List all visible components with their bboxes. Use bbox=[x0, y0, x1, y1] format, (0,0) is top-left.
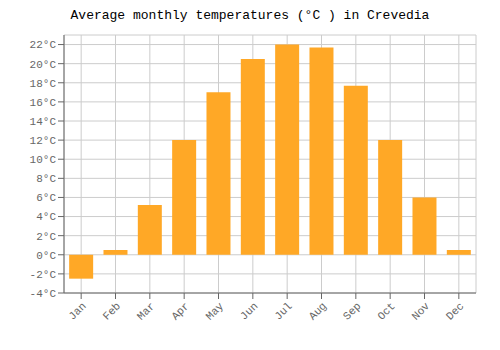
svg-text:Oct: Oct bbox=[375, 300, 397, 322]
svg-text:Jan: Jan bbox=[66, 300, 88, 322]
svg-text:18°C: 18°C bbox=[30, 78, 57, 90]
svg-text:Mar: Mar bbox=[135, 300, 157, 322]
svg-text:Apr: Apr bbox=[169, 300, 191, 322]
svg-text:Nov: Nov bbox=[410, 300, 433, 323]
svg-text:12°C: 12°C bbox=[30, 135, 57, 147]
svg-text:Aug: Aug bbox=[307, 300, 329, 322]
html-text:Average monthly temperatures (: Average monthly temperatures (°C ) in Cr… bbox=[70, 8, 430, 23]
svg-text:2°C: 2°C bbox=[36, 231, 56, 243]
svg-text:4°C: 4°C bbox=[36, 211, 56, 223]
svg-text:14°C: 14°C bbox=[30, 116, 57, 128]
svg-text:May: May bbox=[204, 300, 227, 323]
svg-text:16°C: 16°C bbox=[30, 97, 57, 109]
svg-text:-4°C: -4°C bbox=[30, 288, 57, 300]
svg-text:20°C: 20°C bbox=[30, 59, 57, 71]
svg-text:0°C: 0°C bbox=[36, 250, 56, 262]
svg-text:22°C: 22°C bbox=[30, 39, 57, 51]
svg-text:Jul: Jul bbox=[272, 300, 294, 322]
svg-text:Feb: Feb bbox=[101, 300, 123, 322]
svg-text:Jun: Jun bbox=[238, 300, 260, 322]
svg-text:Sep: Sep bbox=[341, 300, 363, 322]
svg-text:10°C: 10°C bbox=[30, 154, 57, 166]
svg-text:-2°C: -2°C bbox=[30, 269, 57, 281]
svg-text:8°C: 8°C bbox=[36, 173, 56, 185]
svg-text:Dec: Dec bbox=[444, 300, 466, 322]
svg-text:6°C: 6°C bbox=[36, 192, 56, 204]
